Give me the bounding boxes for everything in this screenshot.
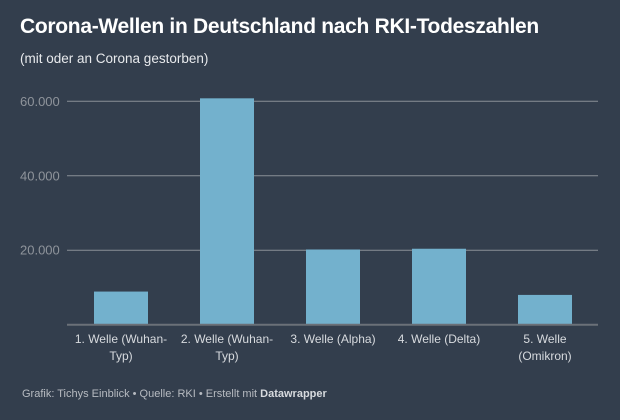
- y-tick-label: 20.000: [20, 243, 60, 258]
- bar: [200, 98, 254, 325]
- x-tick-label: 2. Welle (Wuhan-: [181, 332, 273, 346]
- x-tick-label: 3. Welle (Alpha): [290, 332, 375, 346]
- y-tick-label: 60.000: [20, 94, 60, 109]
- x-tick-label: 4. Welle (Delta): [398, 332, 480, 346]
- y-tick-label: 40.000: [20, 168, 60, 183]
- chart-footer: Grafik: Tichys Einblick • Quelle: RKI • …: [22, 388, 327, 400]
- chart-title: Corona-Wellen in Deutschland nach RKI-To…: [20, 15, 539, 38]
- footer-brand[interactable]: Datawrapper: [260, 388, 327, 400]
- chart-subtitle: (mit oder an Corona gestorben): [20, 51, 209, 66]
- bar: [94, 291, 148, 325]
- x-tick-label: Typ): [109, 349, 132, 363]
- bar: [518, 294, 572, 325]
- x-tick-label: Typ): [215, 349, 238, 363]
- bar: [412, 248, 466, 325]
- x-tick-label: 1. Welle (Wuhan-: [75, 332, 167, 346]
- bar: [306, 249, 360, 325]
- x-tick-label: (Omikron): [518, 349, 571, 363]
- x-tick-label: 5. Welle: [523, 332, 566, 346]
- footer-credits: Grafik: Tichys Einblick • Quelle: RKI • …: [22, 388, 261, 400]
